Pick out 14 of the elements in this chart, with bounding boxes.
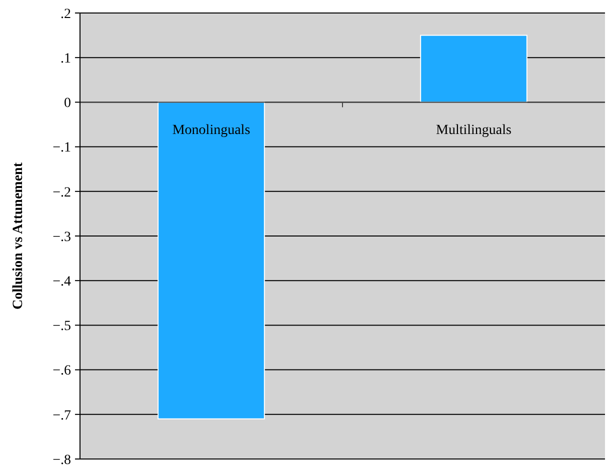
y-tick-label: −.7 [52,408,71,424]
y-tick-label: −.1 [52,140,71,156]
y-tick-label: −.8 [52,452,71,465]
x-tick-label: Monolinguals [172,123,250,138]
y-tick-label: −.4 [52,274,71,290]
y-axis-title: Collusion vs Attunement [11,162,26,310]
x-tick-label: Multilinguals [436,123,512,138]
y-tick-label: 0 [64,96,71,112]
y-tick-label: −.3 [52,230,71,245]
y-tick-label: .1 [60,52,71,66]
y-tick-label: .2 [60,6,71,22]
y-tick-label: −.5 [52,319,71,334]
y-tick-label: −.2 [52,185,71,200]
y-tick-label: −.6 [52,364,71,379]
